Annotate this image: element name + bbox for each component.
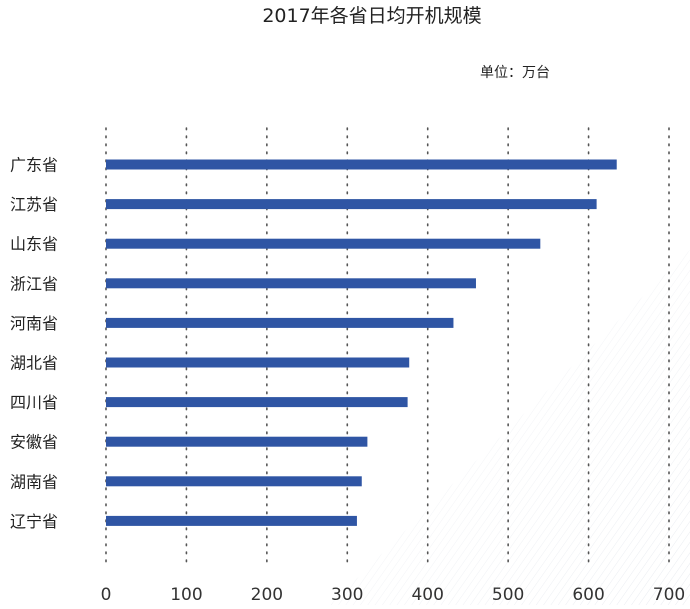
x-tick-label: 200 bbox=[251, 585, 283, 605]
bar bbox=[106, 317, 454, 328]
category-label: 湖北省 bbox=[10, 354, 58, 373]
category-label: 江苏省 bbox=[10, 195, 58, 214]
background-pattern bbox=[330, 250, 690, 605]
chart-title: 2017年各省日均开机规模 bbox=[262, 5, 481, 27]
bar bbox=[106, 476, 362, 487]
bar bbox=[106, 199, 597, 210]
x-tick-labels: 0 100 200 300 400 500 600 700 bbox=[101, 585, 686, 605]
category-label: 四川省 bbox=[10, 393, 58, 412]
unit-label: 单位：万台 bbox=[480, 65, 550, 81]
x-tick-label: 700 bbox=[653, 585, 685, 605]
x-tick-label: 300 bbox=[331, 585, 363, 605]
bar bbox=[106, 278, 476, 289]
x-tick-label: 100 bbox=[170, 585, 202, 605]
x-tick-label: 600 bbox=[572, 585, 604, 605]
category-label: 辽宁省 bbox=[10, 512, 58, 531]
bar bbox=[106, 159, 617, 170]
bars bbox=[106, 159, 617, 526]
category-label: 河南省 bbox=[10, 314, 58, 333]
category-label: 安徽省 bbox=[10, 433, 58, 452]
x-tick-label: 500 bbox=[492, 585, 524, 605]
category-label: 山东省 bbox=[10, 235, 58, 254]
category-label: 浙江省 bbox=[10, 274, 58, 293]
bar bbox=[106, 515, 357, 526]
bar bbox=[106, 436, 368, 447]
x-tick-label: 0 bbox=[101, 585, 112, 605]
bar bbox=[106, 238, 541, 249]
bar bbox=[106, 357, 410, 368]
bar bbox=[106, 397, 408, 408]
x-tick-label: 400 bbox=[411, 585, 443, 605]
category-label: 湖南省 bbox=[10, 472, 58, 491]
category-label: 广东省 bbox=[10, 156, 58, 175]
